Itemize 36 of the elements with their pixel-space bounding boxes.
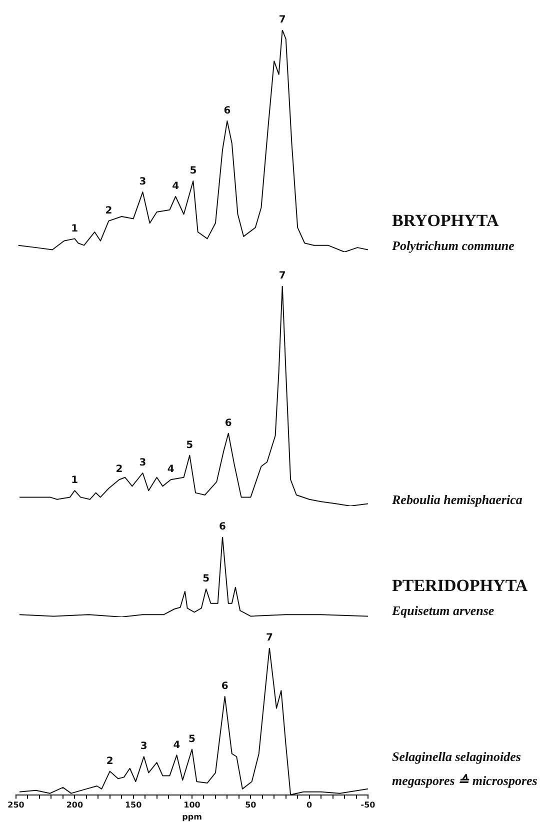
- annotation: 1: [71, 223, 78, 234]
- series-label: Reboulia hemisphaerica: [391, 492, 523, 507]
- annotation: 4: [172, 181, 180, 192]
- annotation: 7: [278, 14, 286, 26]
- series-label: Selaginella selaginoides megaspores ≙ microspores: [392, 748, 538, 788]
- annotation: 2: [106, 756, 114, 767]
- annotation: 5: [202, 574, 210, 585]
- text: PTERIDOPHYTA: [392, 576, 528, 595]
- annotation: 7: [278, 270, 286, 282]
- annotation: 5: [190, 166, 197, 177]
- x-tick-label: 100: [184, 800, 201, 810]
- x-tick-label: 150: [124, 800, 142, 810]
- annotation: 4: [167, 464, 174, 476]
- x-tick-label: 250: [8, 800, 25, 810]
- x-tick-label: -50: [360, 800, 376, 810]
- series-label: Polytrichum commune: [392, 238, 515, 253]
- series-label: Equisetum arvense: [391, 603, 494, 618]
- annotation: 3: [139, 176, 146, 188]
- annotation: 6: [221, 681, 228, 692]
- annotation: 7: [266, 632, 273, 644]
- annotation: 6: [224, 106, 231, 117]
- x-tick-label: 200: [66, 800, 84, 810]
- annotation: 2: [116, 464, 123, 476]
- annotation: 3: [140, 741, 148, 752]
- annotation: 3: [139, 458, 146, 469]
- x-tick-label: 50: [245, 800, 257, 810]
- annotation: 4: [173, 740, 180, 751]
- x-axis-title: ppm: [182, 812, 202, 822]
- annotation: 6: [219, 522, 226, 533]
- annotation: 5: [186, 440, 194, 451]
- annotation: 5: [188, 734, 196, 745]
- annotation: 1: [71, 475, 78, 486]
- annotation: 2: [105, 206, 112, 217]
- x-tick-label: 0: [306, 800, 313, 810]
- text: BRYOPHYTA: [392, 211, 500, 230]
- annotation: 6: [224, 418, 232, 429]
